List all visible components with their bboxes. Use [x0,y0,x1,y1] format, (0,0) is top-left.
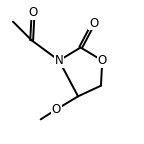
Text: N: N [55,54,63,67]
Text: O: O [89,17,98,30]
Text: O: O [98,54,107,67]
Text: O: O [29,6,38,19]
Text: O: O [52,103,61,116]
